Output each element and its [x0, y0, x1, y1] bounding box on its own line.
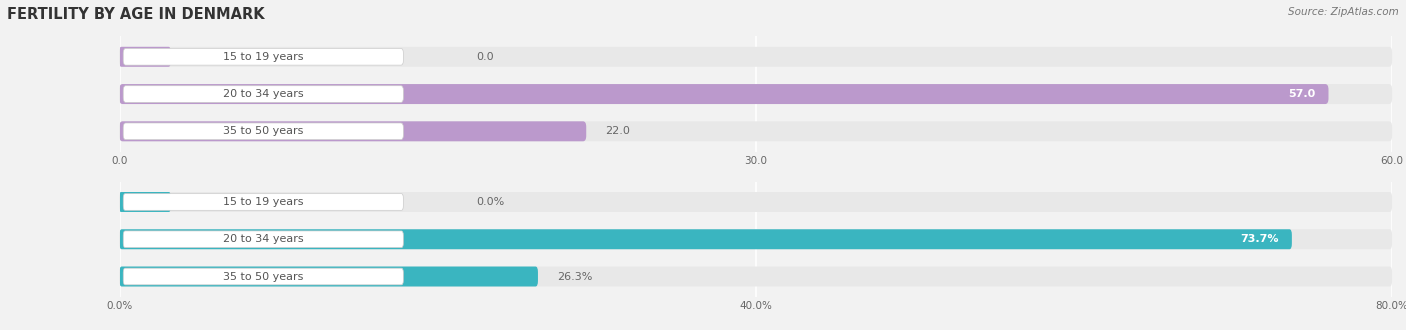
Text: 22.0: 22.0 — [605, 126, 630, 136]
FancyBboxPatch shape — [120, 47, 170, 67]
FancyBboxPatch shape — [124, 49, 404, 65]
FancyBboxPatch shape — [124, 123, 404, 140]
FancyBboxPatch shape — [120, 121, 1392, 141]
FancyBboxPatch shape — [124, 268, 404, 285]
FancyBboxPatch shape — [120, 84, 1329, 104]
FancyBboxPatch shape — [120, 192, 1392, 212]
FancyBboxPatch shape — [124, 194, 404, 210]
Text: Source: ZipAtlas.com: Source: ZipAtlas.com — [1288, 7, 1399, 16]
Text: 15 to 19 years: 15 to 19 years — [224, 52, 304, 62]
FancyBboxPatch shape — [120, 192, 170, 212]
FancyBboxPatch shape — [120, 84, 1392, 104]
FancyBboxPatch shape — [124, 231, 404, 248]
Text: 20 to 34 years: 20 to 34 years — [224, 89, 304, 99]
FancyBboxPatch shape — [124, 86, 404, 102]
Text: 57.0: 57.0 — [1288, 89, 1316, 99]
Text: 15 to 19 years: 15 to 19 years — [224, 197, 304, 207]
FancyBboxPatch shape — [120, 47, 1392, 67]
FancyBboxPatch shape — [120, 267, 1392, 286]
FancyBboxPatch shape — [120, 229, 1292, 249]
FancyBboxPatch shape — [120, 229, 1392, 249]
Text: 0.0: 0.0 — [475, 52, 494, 62]
Text: 35 to 50 years: 35 to 50 years — [224, 126, 304, 136]
FancyBboxPatch shape — [120, 267, 538, 286]
Text: 35 to 50 years: 35 to 50 years — [224, 272, 304, 281]
Text: 20 to 34 years: 20 to 34 years — [224, 234, 304, 244]
Text: 26.3%: 26.3% — [557, 272, 592, 281]
Text: 73.7%: 73.7% — [1240, 234, 1279, 244]
Text: FERTILITY BY AGE IN DENMARK: FERTILITY BY AGE IN DENMARK — [7, 7, 264, 21]
FancyBboxPatch shape — [120, 121, 586, 141]
Text: 0.0%: 0.0% — [475, 197, 503, 207]
